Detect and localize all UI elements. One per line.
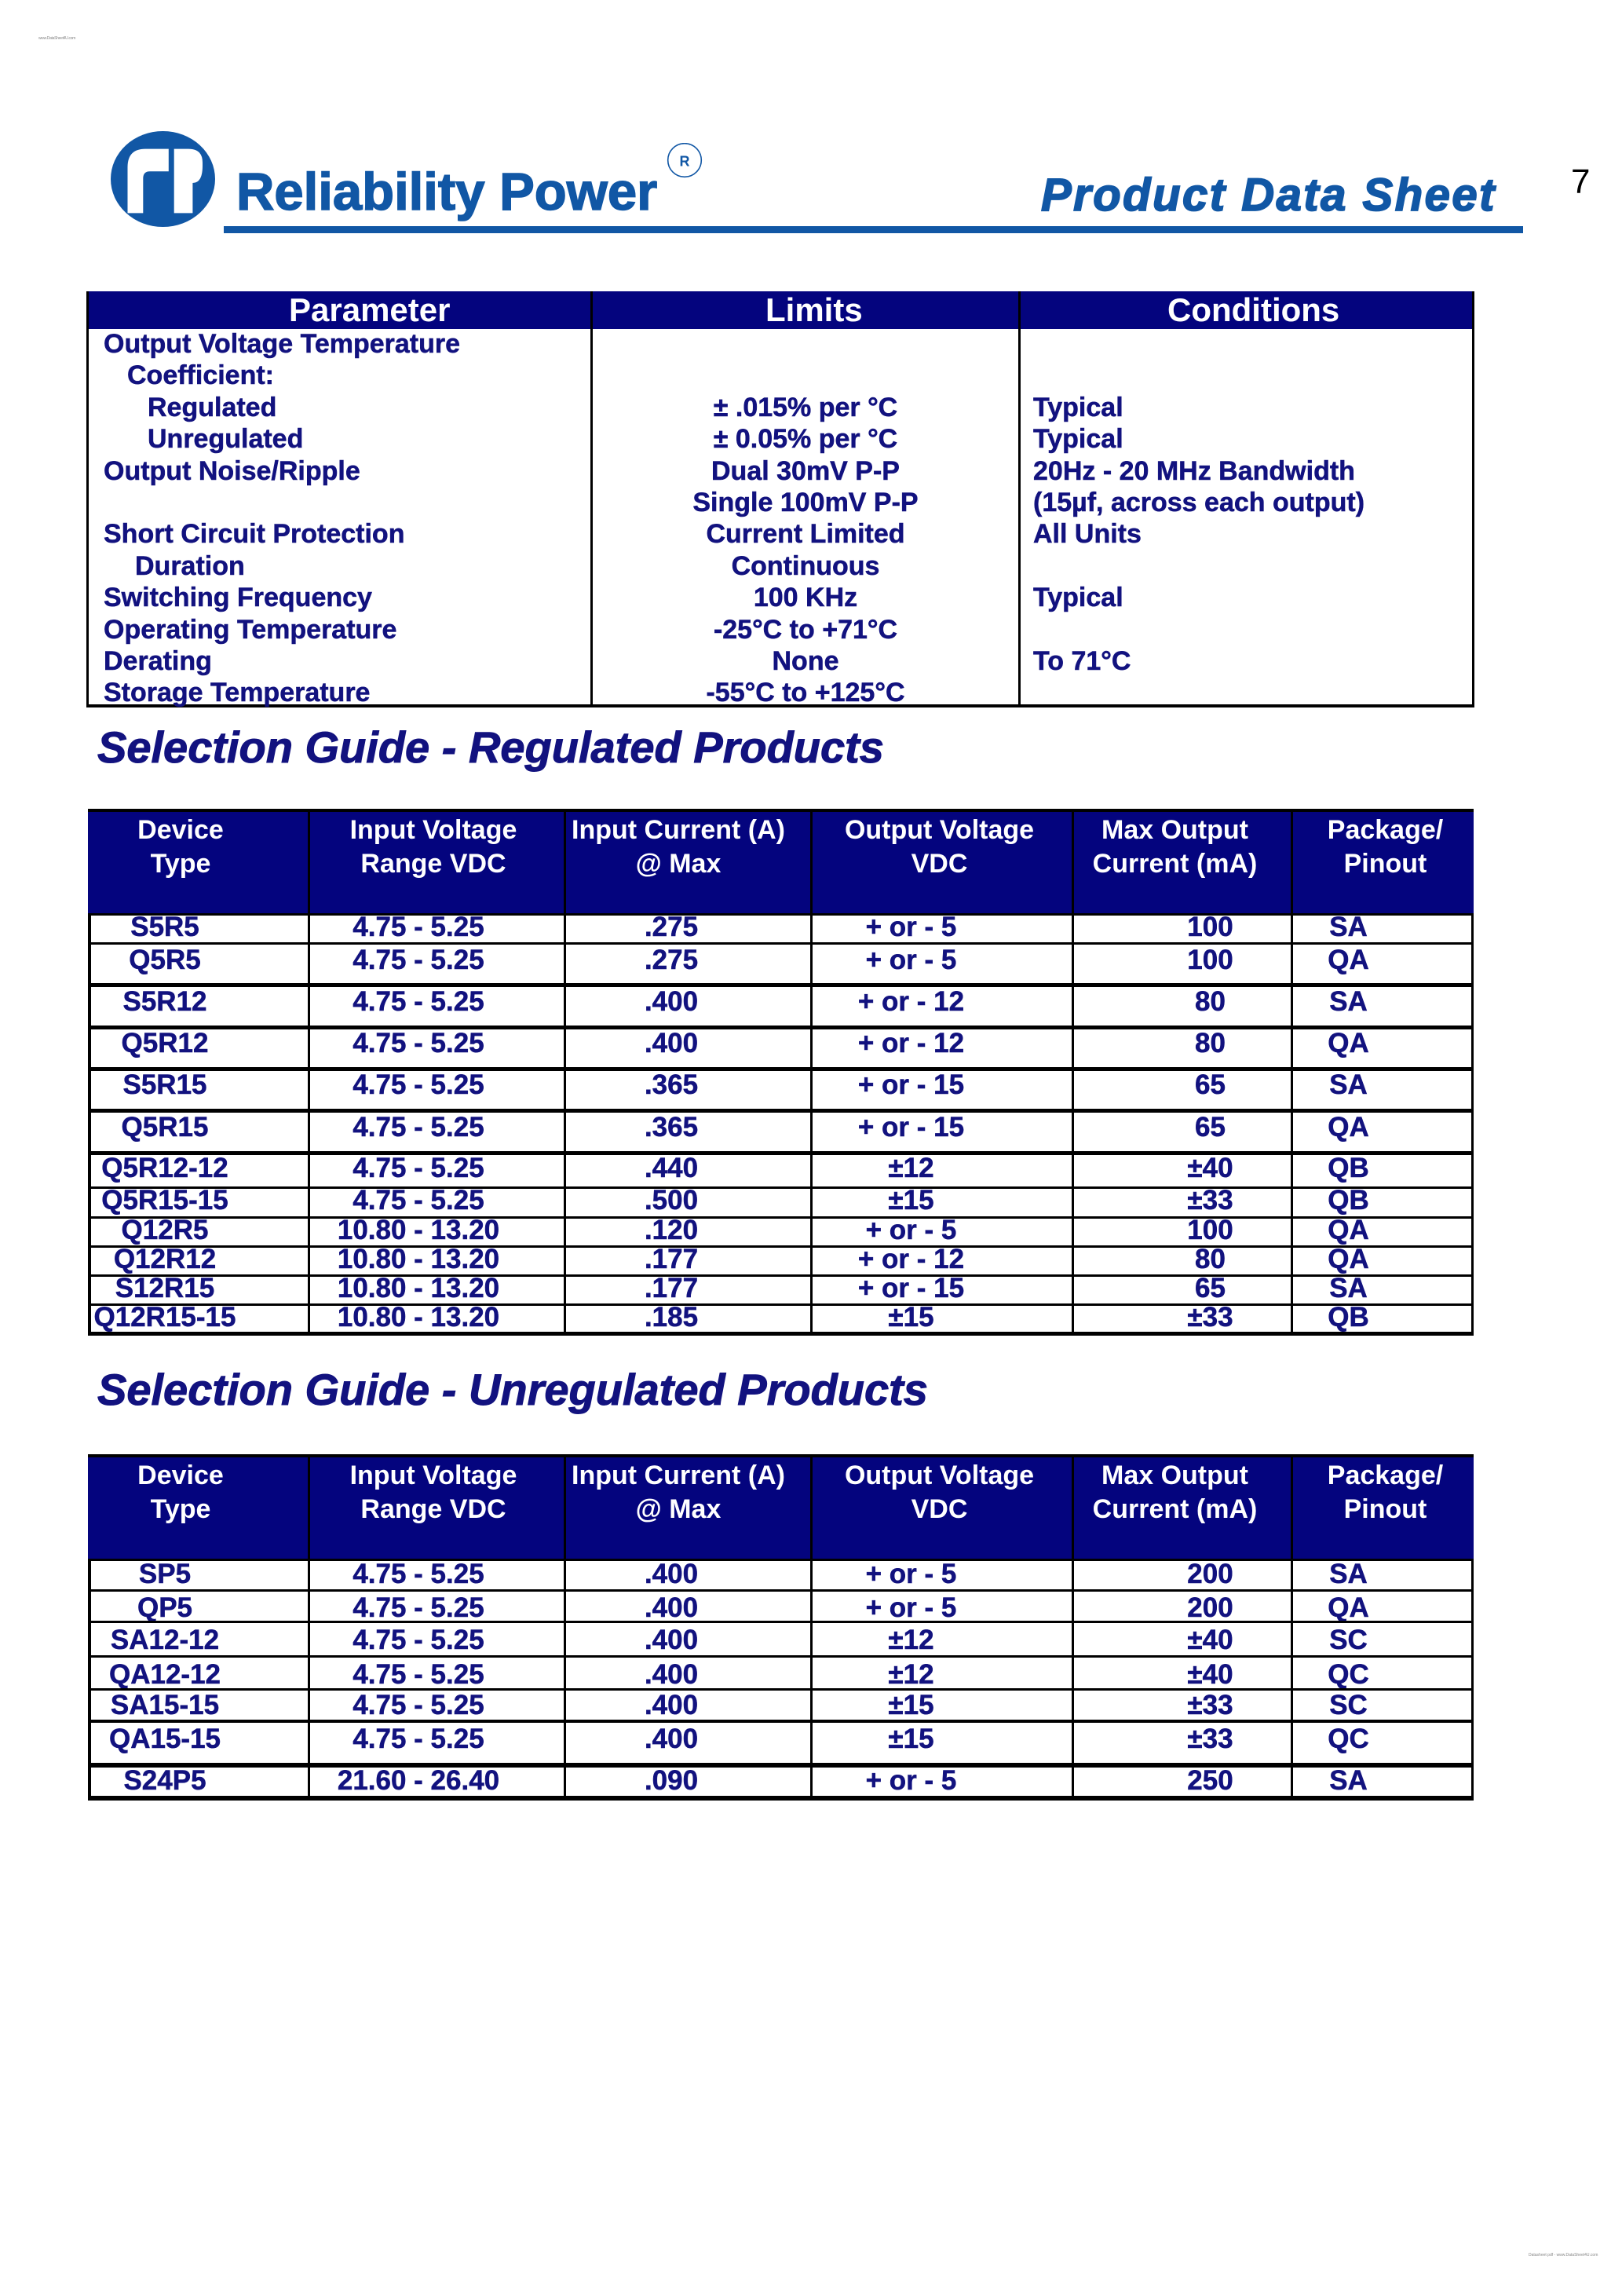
svg-text:R: R xyxy=(680,154,690,170)
